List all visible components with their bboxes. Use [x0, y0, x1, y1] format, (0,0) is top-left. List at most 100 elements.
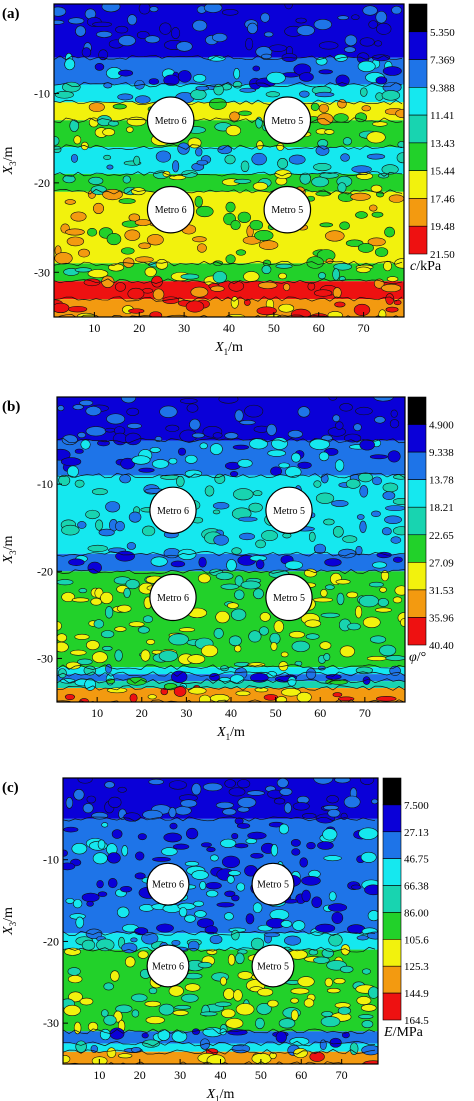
contour-patch [339, 221, 350, 230]
contour-patch [88, 117, 99, 128]
contour-patch [111, 829, 123, 839]
contour-patch [235, 249, 247, 256]
contour-patch [120, 457, 136, 470]
contour-patch [168, 985, 184, 997]
x-tick-label: 70 [336, 1068, 348, 1082]
contour-patch [187, 654, 206, 664]
contour-patch [131, 1009, 140, 1018]
contour-patch [311, 896, 323, 908]
contour-patch [292, 920, 306, 931]
contour-patch [77, 778, 93, 784]
contour-patch [368, 20, 379, 29]
contour-patch [90, 1044, 98, 1053]
contour-patch [112, 103, 127, 110]
contour-patch [78, 588, 88, 594]
contour-patch [375, 76, 388, 85]
contour-patch [238, 516, 258, 522]
contour-patch [339, 403, 353, 412]
contour-line [57, 472, 405, 479]
contour-patch [81, 47, 92, 58]
contour-patch [179, 627, 195, 633]
contour-patch [75, 1040, 87, 1053]
contour-patch [343, 795, 361, 809]
contour-patch [133, 155, 141, 166]
contour-patch [119, 474, 131, 484]
contour-line [57, 437, 405, 444]
contour-patch [387, 450, 401, 463]
contour-patch [295, 17, 307, 24]
contour-patch [287, 430, 303, 439]
contour-patch [388, 194, 404, 203]
x-axis-label: X1/m [214, 340, 243, 357]
contour-patch [260, 12, 270, 23]
contour-patch [247, 831, 267, 840]
contour-patch [232, 81, 243, 89]
contour-patch [87, 544, 108, 553]
contour-patch [328, 933, 343, 947]
contour-patch [128, 511, 142, 523]
contour-patch [297, 976, 315, 987]
contour-patch [213, 534, 229, 546]
colorbar-cell [408, 114, 428, 144]
colorbar-tick-label: 17.46 [430, 193, 455, 205]
x-tick-label: 60 [314, 706, 326, 720]
contour-patch [78, 248, 90, 258]
plot-area [54, 4, 404, 317]
contour-patch [236, 882, 246, 892]
contour-patch [239, 87, 257, 93]
contour-patch [369, 454, 388, 460]
contour-patch [204, 485, 215, 497]
contour-patch [240, 160, 250, 173]
contour-patch [361, 1020, 374, 1029]
contour-patch [68, 17, 85, 25]
contour-patch [176, 475, 185, 488]
contour-patch [361, 1045, 378, 1056]
contour-patch [228, 787, 246, 797]
contour-line [57, 664, 405, 670]
contour-patch [350, 192, 371, 201]
contour-patch [279, 787, 293, 796]
contour-patch [367, 237, 386, 247]
contour-patch [234, 589, 245, 600]
contour-line [54, 144, 403, 150]
contour-patch [358, 472, 373, 483]
contour-patch [126, 407, 140, 416]
contour-patch [383, 260, 392, 272]
contour-patch [256, 306, 277, 316]
x-tick-label: 10 [88, 321, 100, 335]
contour-patch [252, 65, 261, 72]
contour-patch [335, 74, 350, 87]
contour-patch [390, 409, 398, 418]
contour-patch [360, 87, 368, 97]
contour-patch [114, 626, 127, 632]
tunnel-label: Metro 6 [152, 880, 184, 891]
contour-patch [385, 306, 399, 313]
contour-patch [63, 849, 68, 857]
contour-patch [72, 404, 84, 410]
colorbar-label: c/kPa [410, 259, 442, 274]
contour-patch [355, 545, 363, 556]
contour-patch [155, 259, 169, 270]
contour-patch [138, 242, 151, 250]
contour-patch [142, 809, 163, 820]
contour-patch [326, 987, 341, 994]
contour-patch [118, 35, 136, 47]
colorbar-label-main: φ [409, 650, 417, 665]
contour-patch [317, 841, 334, 850]
x-axis-label-main: X [214, 340, 224, 355]
contour-line [54, 278, 403, 285]
contour-patch [293, 1047, 308, 1059]
contour-patch [322, 828, 338, 841]
colorbar-tick-label: 27.09 [429, 557, 454, 569]
contour-patch [231, 832, 239, 840]
contour-patch [181, 993, 199, 1003]
contour-patch [255, 539, 266, 549]
colorbar-tick-label: 164.5 [404, 1015, 429, 1027]
contour-patch [155, 150, 171, 163]
contour-patch [184, 469, 203, 478]
contour-patch [85, 406, 102, 416]
contour-patch [284, 560, 303, 570]
contour-patch [142, 525, 156, 537]
contour-line [63, 1028, 376, 1035]
contour-patch [214, 473, 226, 484]
